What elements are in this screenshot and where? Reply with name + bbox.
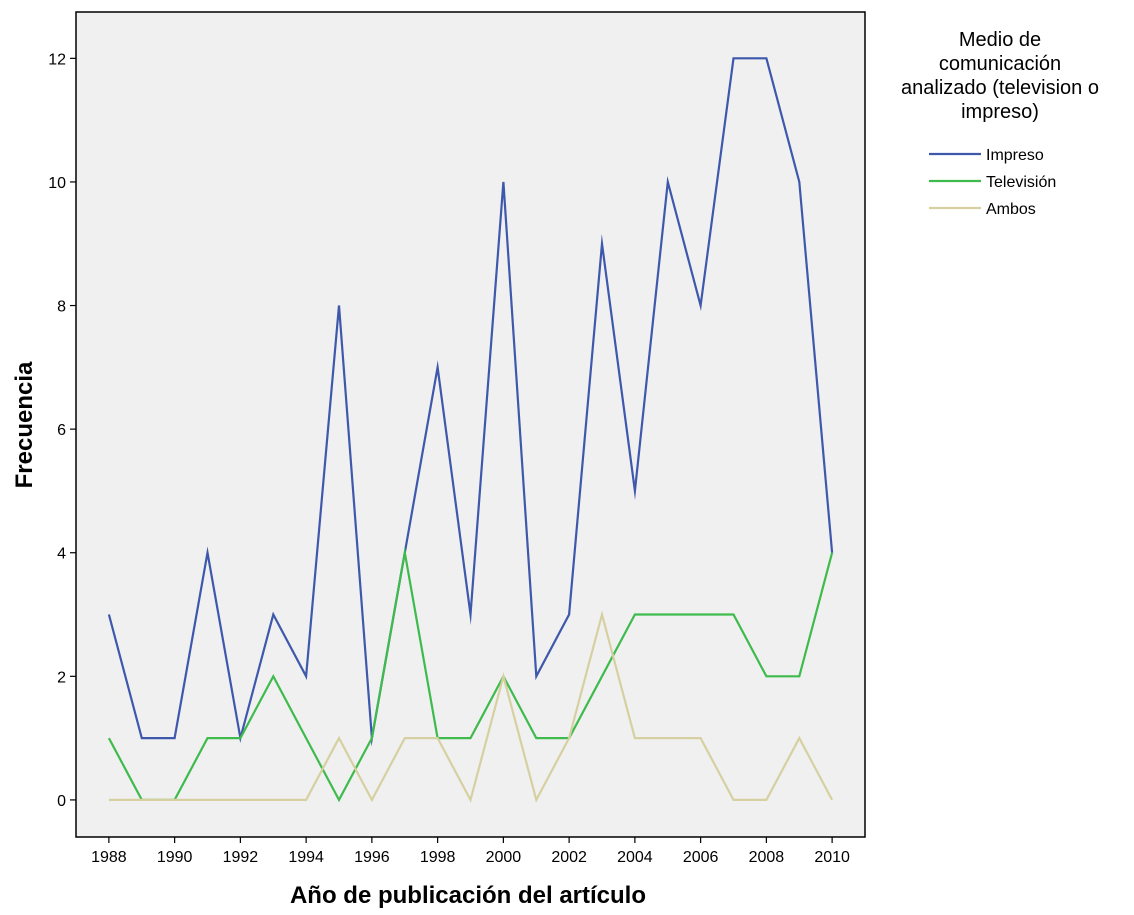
x-tick-label: 2004 — [617, 849, 653, 866]
x-tick-label: 1992 — [223, 849, 259, 866]
x-tick-label: 2002 — [551, 849, 587, 866]
x-tick-label: 1994 — [288, 849, 324, 866]
x-axis-title: Año de publicación del artículo — [290, 882, 646, 909]
series-lines — [107, 57, 834, 803]
y-tick-label: 12 — [48, 51, 66, 68]
series-line-ambos — [108, 610, 834, 803]
y-axis: 0 2 4 6 8 10 12 — [48, 51, 76, 810]
x-tick-label: 1996 — [354, 849, 390, 866]
series-line-televisión — [107, 546, 834, 803]
x-tick-label: 2010 — [814, 849, 850, 866]
x-tick-label: 1990 — [157, 849, 193, 866]
y-tick-label: 10 — [48, 175, 66, 192]
x-tick-label: 1988 — [91, 849, 127, 866]
y-tick-label: 6 — [57, 422, 66, 439]
legend-label-televisión: Televisión — [986, 174, 1056, 191]
plot-area — [75, 11, 866, 838]
x-axis: 1988 1990 1992 1994 1996 1998 2000 2002 2004 2006… — [91, 837, 850, 866]
legend: Medio de comunicación analizado (televisio… — [901, 29, 1099, 218]
y-tick-label: 4 — [57, 546, 66, 563]
legend-label-impreso: Impreso — [986, 147, 1044, 164]
y-axis-title: Frecuencia — [11, 361, 38, 488]
legend-title: Medio de comunicación analizado (televisio… — [901, 29, 1099, 123]
x-tick-label: 2006 — [683, 849, 719, 866]
legend-label-ambos: Ambos — [986, 201, 1036, 218]
y-tick-label: 8 — [57, 299, 66, 316]
x-tick-label: 2000 — [486, 849, 522, 866]
y-tick-label: 0 — [57, 793, 66, 810]
series-line-impreso — [107, 57, 834, 747]
y-tick-label: 2 — [57, 669, 66, 686]
x-tick-label: 1998 — [420, 849, 456, 866]
x-tick-label: 2008 — [749, 849, 785, 866]
